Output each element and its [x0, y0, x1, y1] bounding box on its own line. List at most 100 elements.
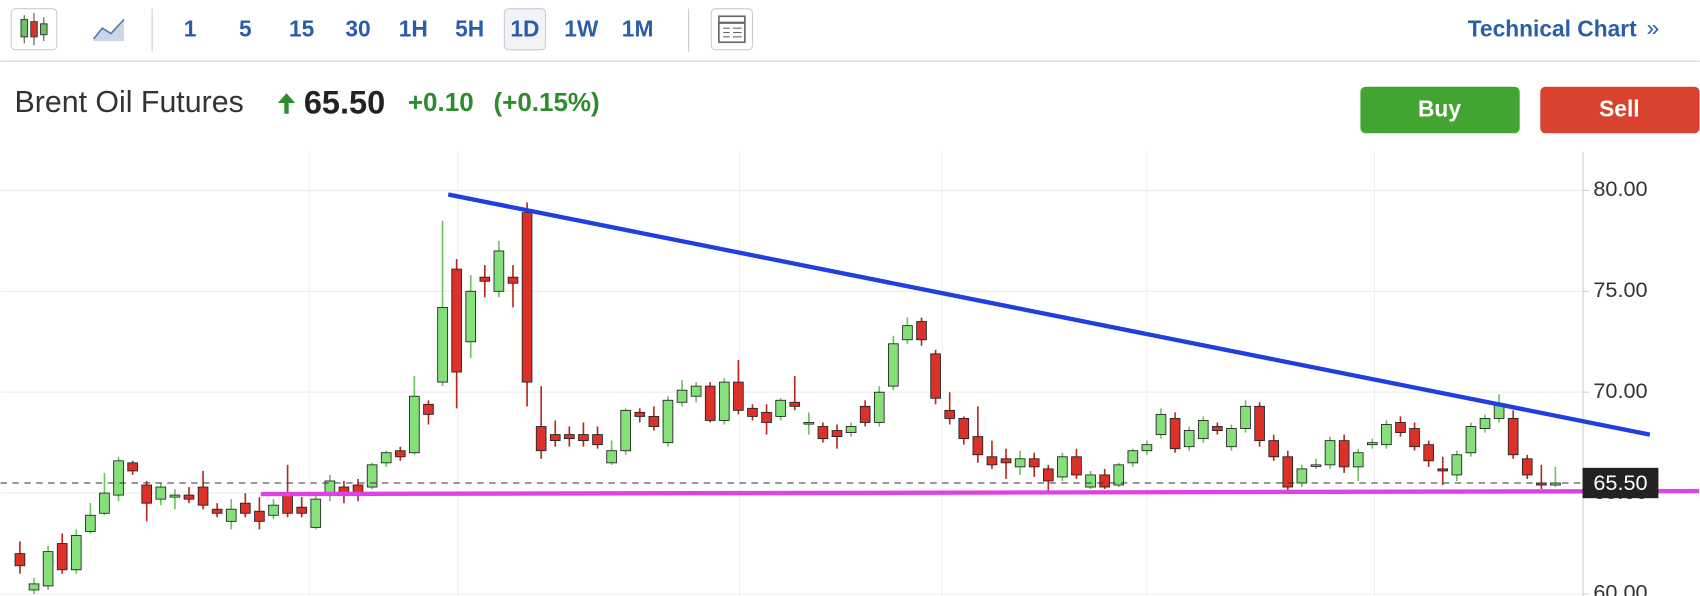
candle-body — [944, 409, 956, 419]
interval-button[interactable]: 5 — [239, 15, 252, 41]
interval-button[interactable]: 1 — [184, 15, 197, 41]
candle-body — [254, 510, 265, 522]
candle-body — [775, 399, 786, 417]
candle-body — [99, 492, 110, 514]
candle-body — [1099, 474, 1110, 488]
candle-body — [141, 484, 153, 504]
candle-body — [1212, 426, 1223, 431]
last-price-label: 65.50 — [1593, 470, 1647, 495]
candle-body — [14, 553, 26, 567]
candle-body — [1324, 440, 1336, 466]
candle-body — [1127, 450, 1139, 464]
candle-body — [1014, 458, 1026, 468]
candle-body — [451, 268, 462, 373]
candle-body — [183, 494, 195, 500]
candle-body — [733, 381, 744, 411]
candle-body — [70, 535, 82, 571]
technical-chart-link[interactable]: Technical Chart — [1468, 15, 1637, 41]
candle-body — [380, 452, 392, 464]
line-chart-icon[interactable] — [92, 18, 125, 42]
candle-body — [986, 456, 998, 466]
candle-body — [268, 504, 279, 516]
candle-body — [606, 450, 617, 464]
instrument-name: Brent Oil Futures — [15, 86, 244, 119]
interval-button[interactable]: 1M — [622, 15, 654, 41]
candle-body — [1254, 405, 1265, 442]
candle-body — [902, 325, 913, 341]
candle-body — [169, 494, 181, 498]
candle-body — [1338, 440, 1350, 468]
candle-body — [493, 250, 505, 292]
interval-button[interactable]: 1D — [510, 15, 539, 41]
candle-body — [873, 391, 885, 423]
candle-body — [394, 450, 406, 458]
sell-label[interactable]: Sell — [1599, 96, 1639, 122]
trendline — [260, 488, 1700, 497]
candle-body — [1071, 456, 1082, 476]
candle-body — [423, 403, 434, 415]
candle-body — [310, 498, 322, 528]
candle-body — [1521, 458, 1533, 476]
buy-button[interactable]: Buy — [1360, 86, 1520, 134]
interval-button[interactable]: 1H — [399, 15, 428, 41]
candle-body — [211, 508, 223, 514]
candle-body — [225, 508, 237, 522]
candle-body — [930, 353, 941, 399]
price: 65.50 — [304, 85, 385, 121]
candle-body — [1197, 420, 1209, 440]
active-interval-box — [503, 8, 547, 51]
sell-button[interactable]: Sell — [1540, 86, 1700, 134]
candle-body — [521, 212, 533, 383]
candle-body — [28, 583, 40, 591]
candle-body — [155, 486, 167, 500]
y-tick-label: 60.00 — [1593, 580, 1647, 596]
candle-body — [366, 464, 378, 488]
candle-body — [648, 415, 660, 427]
candle-body — [1465, 426, 1477, 454]
candle-body — [56, 543, 68, 571]
y-tick-label: 75.00 — [1593, 277, 1647, 302]
candle-body — [1169, 417, 1181, 450]
candle-body — [1310, 464, 1322, 467]
candle-body — [859, 405, 871, 423]
candle-body — [1042, 468, 1054, 482]
interval-button[interactable]: 15 — [289, 15, 315, 41]
candle-body — [1141, 444, 1153, 452]
candle-body — [1057, 456, 1068, 478]
candle-body — [113, 460, 124, 496]
candle-body — [620, 409, 631, 452]
candle-body — [761, 411, 772, 423]
candle-body — [437, 307, 448, 383]
candle-body — [197, 486, 209, 506]
candle-body — [1479, 417, 1491, 429]
candle-body — [958, 417, 970, 440]
buy-label[interactable]: Buy — [1418, 96, 1461, 122]
candle-body — [916, 321, 927, 341]
candle-body — [831, 430, 843, 438]
candle-body — [817, 426, 829, 440]
layout-icon[interactable] — [710, 8, 754, 51]
candle-body — [1282, 456, 1294, 488]
interval-button[interactable]: 5H — [455, 15, 484, 41]
interval-button[interactable]: 1W — [564, 15, 599, 41]
interval-button[interactable]: 30 — [345, 15, 370, 41]
trendline — [447, 192, 1651, 437]
candle-body — [662, 399, 674, 444]
candle-body — [296, 506, 307, 514]
up-arrow — [277, 93, 296, 114]
candle-body — [465, 290, 477, 343]
candle-body — [747, 407, 758, 417]
candle-body — [564, 434, 575, 440]
candle-body — [634, 411, 646, 417]
candle-body — [1423, 444, 1434, 462]
candle-body — [1367, 442, 1378, 446]
candle-body — [1240, 405, 1251, 429]
candle-body — [1113, 464, 1125, 486]
chevron[interactable]: » — [1646, 14, 1659, 40]
candle-body — [789, 401, 801, 407]
change: +0.10 — [408, 87, 474, 117]
candle-body — [592, 434, 603, 446]
candle-icon[interactable] — [10, 8, 58, 51]
change-percent: (+0.15%) — [493, 87, 599, 117]
